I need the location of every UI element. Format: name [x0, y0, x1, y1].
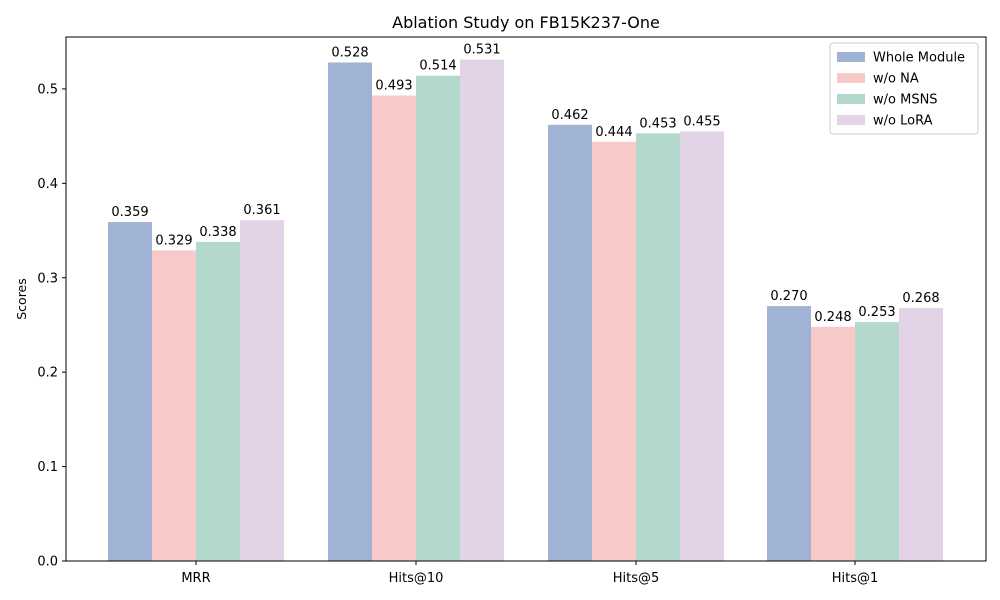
bar-0-3	[240, 220, 284, 561]
legend-label-2: w/o MSNS	[873, 93, 938, 108]
data-label-3-3: 0.268	[902, 291, 939, 306]
y-tick-label-4: 0.4	[37, 177, 58, 192]
bar-1-3	[460, 59, 504, 562]
bar-2-2	[636, 133, 680, 561]
bar-0-0	[108, 222, 152, 561]
legend-label-3: w/o LoRA	[873, 114, 933, 129]
legend-label-1: w/o NA	[873, 72, 919, 87]
bar-3-2	[855, 322, 899, 561]
x-tick-label-3: Hits@1	[832, 571, 879, 586]
bar-1-2	[416, 75, 460, 562]
data-label-2-0: 0.462	[551, 108, 588, 123]
y-tick-label-5: 0.5	[37, 82, 58, 97]
data-label-3-2: 0.253	[858, 305, 895, 320]
y-tick-label-3: 0.3	[37, 271, 58, 286]
data-label-1-2: 0.514	[419, 59, 456, 74]
bar-2-1	[592, 141, 636, 562]
legend: Whole Module w/o NA w/o MSNS w/o LoRA	[829, 42, 979, 135]
bar-1-1	[372, 95, 416, 562]
bar-0-1	[152, 250, 196, 561]
data-label-1-0: 0.528	[331, 45, 368, 60]
legend-label-0: Whole Module	[873, 51, 965, 66]
data-label-2-2: 0.453	[639, 116, 676, 131]
bar-3-0	[767, 306, 811, 561]
data-label-0-2: 0.338	[199, 225, 236, 240]
y-tick-label-2: 0.2	[37, 366, 58, 381]
data-label-2-3: 0.455	[683, 114, 720, 129]
chart-title: Ablation Study on FB15K237-One	[392, 13, 660, 32]
legend-swatch-3	[837, 115, 865, 125]
bar-0-2	[196, 241, 240, 561]
data-label-1-1: 0.493	[375, 79, 412, 94]
bar-2-0	[548, 124, 592, 561]
data-label-1-3: 0.531	[463, 43, 500, 58]
bar-1-0	[328, 62, 372, 562]
y-tick-label-0: 0.0	[37, 555, 58, 570]
bar-2-3	[680, 131, 724, 561]
legend-box	[829, 42, 979, 135]
bars-layer	[108, 59, 943, 562]
legend-swatch-1	[837, 73, 865, 83]
data-label-0-1: 0.329	[155, 233, 192, 248]
data-label-0-3: 0.361	[243, 203, 280, 218]
data-labels-layer: 0.359 0.528 0.462 0.270 0.329 0.493 0.444 0.248…	[111, 43, 939, 325]
legend-swatch-0	[837, 52, 865, 62]
x-tick-label-0: MRR	[181, 571, 210, 586]
y-axis-label: Scores	[14, 278, 29, 320]
legend-swatch-2	[837, 94, 865, 104]
data-label-2-1: 0.444	[595, 125, 632, 140]
plot-frame	[65, 36, 987, 562]
x-tick-label-2: Hits@5	[613, 571, 660, 586]
data-label-0-0: 0.359	[111, 205, 148, 220]
x-tick-label-1: Hits@10	[389, 571, 444, 586]
data-label-3-1: 0.248	[814, 310, 851, 325]
bar-3-3	[899, 307, 943, 561]
y-tick-label-1: 0.1	[37, 460, 58, 475]
data-label-3-0: 0.270	[770, 289, 807, 304]
bar-3-1	[811, 326, 855, 561]
axes-layer: 0.0 0.1 0.2 0.3 0.4 0.5 MRR Hits@10 Hits@5 Hits@1	[37, 36, 987, 586]
